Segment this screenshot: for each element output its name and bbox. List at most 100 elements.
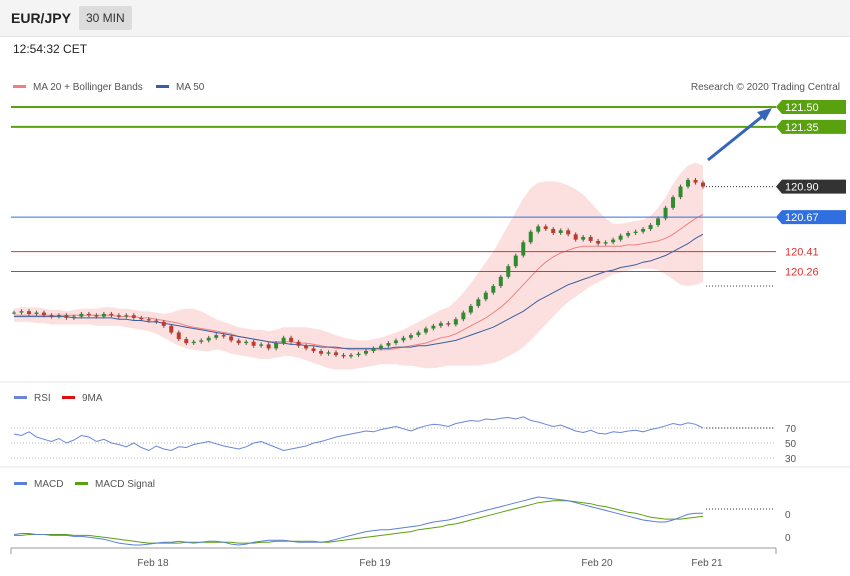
- candle: [109, 313, 114, 316]
- candle: [161, 321, 166, 326]
- x-tick-label: Feb 20: [581, 558, 613, 569]
- level-tag: [776, 179, 846, 194]
- candle: [648, 225, 653, 230]
- candle: [349, 355, 354, 357]
- candle: [319, 351, 324, 354]
- level-tag: [776, 210, 846, 225]
- candle: [416, 332, 421, 336]
- candle: [566, 230, 571, 235]
- candle: [19, 311, 24, 313]
- candle: [154, 320, 159, 322]
- candle: [611, 239, 616, 243]
- level-label: 120.41: [785, 247, 819, 259]
- x-tick-label: Feb 18: [137, 558, 169, 569]
- rsi-line: [13, 416, 704, 452]
- candle: [573, 234, 578, 240]
- candle: [371, 348, 376, 352]
- candle: [476, 299, 481, 306]
- legend-label: MACD Signal: [95, 479, 155, 490]
- level-label: 120.26: [785, 266, 819, 278]
- candle: [498, 276, 503, 287]
- legend-swatch: [156, 85, 169, 88]
- level-tag: [776, 100, 846, 114]
- candle: [641, 229, 646, 232]
- candle: [356, 353, 361, 356]
- candle: [521, 242, 526, 256]
- candle: [176, 332, 181, 340]
- candle: [266, 344, 271, 349]
- candle: [71, 316, 76, 318]
- timeframe-button[interactable]: 30 MIN: [79, 6, 132, 30]
- candle: [551, 229, 556, 233]
- candle: [686, 179, 691, 187]
- candle: [386, 343, 391, 346]
- legend-label: 9MA: [82, 393, 103, 404]
- candle: [453, 319, 458, 325]
- candle: [304, 345, 309, 349]
- candle: [199, 340, 204, 342]
- candle: [244, 341, 249, 344]
- candle: [79, 313, 84, 317]
- candle: [513, 255, 518, 267]
- candle: [461, 312, 466, 320]
- candle: [558, 230, 563, 233]
- candle: [656, 218, 661, 226]
- candle: [671, 197, 676, 208]
- candle: [139, 317, 144, 320]
- candle: [296, 341, 301, 346]
- candle: [618, 235, 623, 240]
- candle: [626, 233, 631, 236]
- candle: [184, 339, 189, 344]
- legend-label: MACD: [34, 479, 63, 490]
- candle: [536, 226, 541, 232]
- candle: [86, 313, 91, 316]
- candle: [701, 182, 705, 187]
- bollinger-band: [14, 162, 703, 370]
- legend-swatch: [75, 482, 88, 485]
- candle: [56, 315, 61, 317]
- candle: [281, 337, 286, 344]
- candle: [12, 312, 16, 314]
- candle: [334, 352, 339, 356]
- candle: [326, 352, 331, 354]
- candle: [341, 355, 346, 357]
- legend-swatch: [14, 482, 27, 485]
- candle: [49, 315, 54, 317]
- rsi-axis-label: 70: [785, 424, 797, 435]
- candle: [528, 231, 533, 243]
- candle: [206, 337, 211, 341]
- ma50-line: [14, 233, 704, 349]
- x-tick-label: Feb 21: [691, 558, 723, 569]
- candle: [603, 242, 608, 244]
- credit-label: Research © 2020 Trading Central: [691, 82, 840, 93]
- macd-axis-label: 0: [785, 510, 791, 521]
- rsi-axis-label: 50: [785, 439, 797, 450]
- candle: [26, 311, 31, 314]
- candle: [146, 319, 151, 321]
- candle: [94, 315, 99, 317]
- legend-label: MA 50: [176, 82, 205, 93]
- candle: [191, 341, 196, 344]
- candle: [588, 236, 593, 241]
- legend-swatch: [62, 396, 75, 399]
- legend-swatch: [13, 85, 26, 88]
- candle: [34, 312, 39, 314]
- candle: [596, 240, 601, 244]
- candle: [378, 345, 383, 349]
- level-label: 120.67: [785, 212, 819, 224]
- forecast-arrowhead: [757, 108, 772, 121]
- candle: [169, 325, 174, 333]
- candle: [408, 335, 413, 338]
- candle: [423, 328, 428, 333]
- candle: [236, 340, 241, 344]
- candle: [64, 315, 69, 318]
- candle: [446, 323, 451, 325]
- legend-label: RSI: [34, 393, 51, 404]
- candle: [229, 336, 234, 341]
- level-label: 120.90: [785, 182, 819, 194]
- candle: [581, 236, 586, 240]
- candle: [678, 186, 683, 198]
- candle: [393, 340, 398, 344]
- candle: [693, 179, 698, 183]
